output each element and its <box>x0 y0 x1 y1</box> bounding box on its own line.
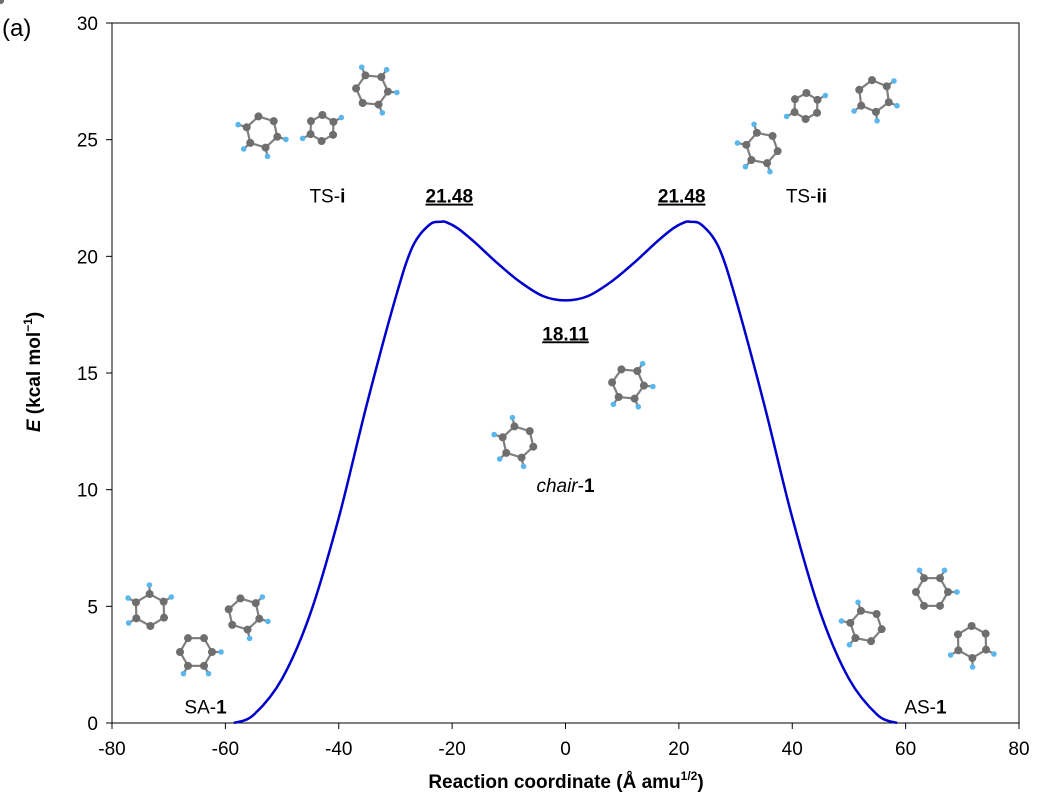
x-tick-label: -60 <box>212 739 239 760</box>
structure-labels: TS-i TS-ii chair-1 SA-1 AS-1 <box>184 187 947 719</box>
panel-label: (a) <box>2 15 31 42</box>
y-tick-label: 20 <box>77 247 98 268</box>
y-tick-label: 30 <box>77 14 98 35</box>
y-tick-label: 0 <box>87 714 98 735</box>
x-tick-label: -40 <box>325 739 352 760</box>
molecule-illustrations <box>0 0 997 677</box>
energy-value-label: 21.48 <box>658 187 706 208</box>
chair-1-molecule <box>0 0 656 470</box>
y-tick-label: 10 <box>77 481 98 502</box>
x-tick-label: 0 <box>560 739 571 760</box>
as-1-molecule <box>0 0 997 670</box>
structure-label: SA-1 <box>184 698 227 719</box>
y-axis-ticks: 0 5 10 15 20 25 30 <box>77 14 112 735</box>
structure-label: AS-1 <box>904 698 947 719</box>
structure-label: TS-ii <box>786 187 827 208</box>
structure-label: TS-i <box>309 187 345 208</box>
energy-profile-line <box>233 220 898 725</box>
structure-label: chair-1 <box>536 476 595 497</box>
x-tick-label: 40 <box>782 739 803 760</box>
x-tick-label: 80 <box>1008 739 1029 760</box>
x-axis-ticks: -80 -60 -40 -20 0 20 40 60 80 <box>98 723 1030 760</box>
energy-value-label: 18.11 <box>542 324 589 345</box>
x-tick-label: -20 <box>438 739 465 760</box>
ts-ii-molecule <box>0 0 900 175</box>
x-tick-label: -80 <box>98 739 125 760</box>
x-tick-label: 60 <box>895 739 916 760</box>
y-tick-label: 25 <box>77 131 98 152</box>
energy-value-label: 21.48 <box>426 187 474 208</box>
y-tick-label: 15 <box>77 364 98 385</box>
x-tick-label: 20 <box>668 739 689 760</box>
y-tick-label: 5 <box>87 597 98 618</box>
ts-i-molecule <box>0 0 400 160</box>
energy-annotations: 21.48 21.48 18.11 <box>426 187 706 346</box>
y-axis-title: E (kcal mol−1) <box>21 312 45 432</box>
x-axis-title: Reaction coordinate (Å amu1/2) <box>428 769 703 793</box>
